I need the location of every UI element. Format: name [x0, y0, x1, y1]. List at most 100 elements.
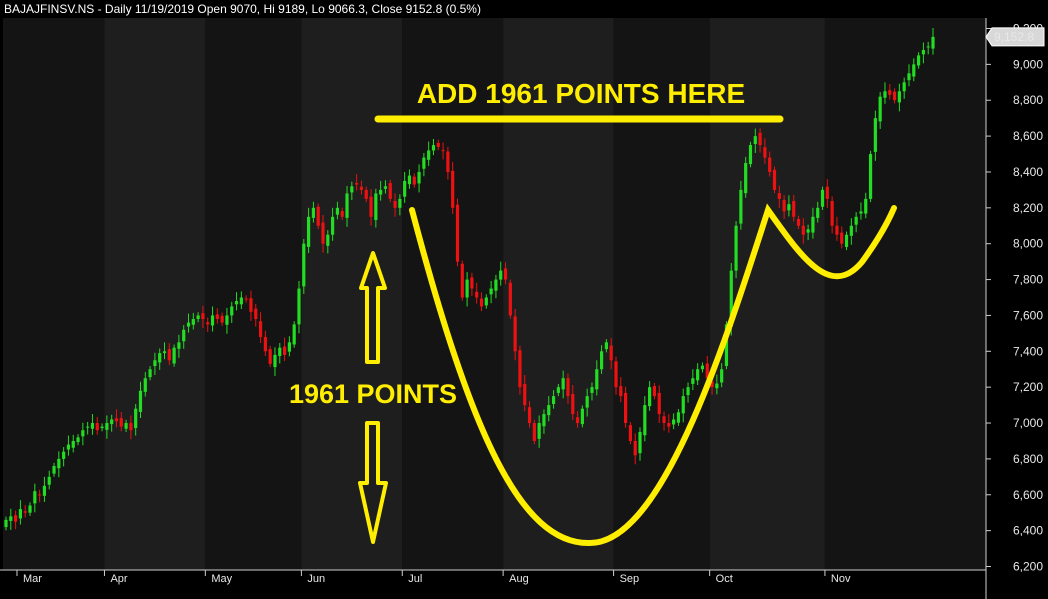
candle-body [628, 425, 633, 441]
candle-body [792, 201, 796, 217]
candle-body [806, 229, 810, 233]
candle-body [494, 279, 498, 291]
candle [374, 188, 378, 228]
candle [355, 174, 359, 191]
candle-body [172, 347, 176, 364]
candle-body [129, 423, 133, 431]
candle [720, 363, 724, 388]
candle-body [393, 201, 397, 208]
candle-body [902, 82, 906, 92]
candle-body [100, 426, 104, 429]
candle-body [499, 270, 503, 280]
candle-body [691, 378, 695, 384]
candle-body [465, 279, 469, 298]
candle [566, 373, 570, 404]
candle-body [331, 216, 335, 235]
candle [763, 138, 767, 164]
candle-body [114, 418, 119, 422]
candle-body [292, 324, 296, 345]
candle-body [912, 64, 916, 77]
candle [849, 218, 853, 245]
candle [460, 260, 464, 301]
candle-body [849, 225, 853, 236]
last-price-label: 9,152.8 [994, 30, 1034, 44]
candle-body [460, 263, 464, 298]
candle [739, 180, 743, 230]
candle-body [234, 301, 239, 305]
candle [652, 382, 657, 400]
price-tick-label: 7,200 [1013, 380, 1043, 394]
candle-body [782, 199, 786, 212]
candle [292, 321, 296, 348]
candle-body [532, 423, 536, 441]
candle [816, 201, 820, 223]
candle [52, 462, 56, 477]
candle [681, 388, 685, 423]
candle [436, 139, 440, 151]
month-band [709, 18, 825, 570]
candle [9, 508, 13, 530]
candle [403, 171, 407, 203]
candle-body [206, 322, 210, 325]
candle [297, 281, 301, 334]
candle [758, 128, 762, 153]
candle-body [278, 347, 282, 356]
candle [523, 374, 527, 412]
candle [921, 42, 925, 64]
candle-body [138, 390, 143, 412]
candle [14, 510, 18, 530]
candle [604, 339, 608, 353]
candle-body [763, 147, 767, 158]
candle [715, 374, 719, 395]
candle [278, 343, 282, 364]
candle-body [758, 132, 762, 146]
candle [503, 262, 508, 285]
candle-body [479, 298, 484, 307]
candle [820, 186, 825, 210]
candle-body [306, 216, 311, 247]
candle [33, 483, 37, 513]
candle [806, 224, 810, 241]
candle [379, 180, 383, 201]
candle-body [9, 516, 13, 521]
candle [859, 202, 863, 220]
candle [100, 423, 104, 432]
price-tick-label: 7,000 [1013, 416, 1043, 430]
candle [422, 152, 426, 177]
candle [47, 470, 51, 490]
candle [931, 27, 935, 55]
candle-body [696, 369, 700, 381]
candle [470, 272, 474, 297]
candle [143, 372, 147, 397]
candle [177, 334, 181, 358]
candle [633, 433, 637, 465]
candle [556, 383, 560, 397]
candle [580, 405, 584, 428]
cup-curve [409, 203, 897, 547]
candle-body [441, 150, 445, 152]
candle-body [542, 414, 546, 427]
month-tick-label: Nov [831, 573, 851, 585]
candle-body [556, 387, 560, 393]
candle-body [186, 322, 191, 327]
candle [777, 185, 781, 208]
candle-body [916, 55, 921, 66]
candle-body [14, 515, 18, 522]
candle-body [143, 378, 147, 392]
candle-body [417, 171, 421, 184]
candle [206, 317, 210, 332]
candle-body [710, 381, 714, 388]
candle [744, 156, 748, 198]
candle-body [254, 308, 258, 320]
candle [835, 216, 839, 241]
candle [340, 207, 344, 221]
candle [768, 151, 772, 177]
candle [359, 180, 364, 195]
candle [614, 356, 618, 395]
candle-body [95, 423, 99, 431]
candle [465, 272, 469, 307]
price-tick-label: 6,200 [1013, 560, 1043, 574]
price-tick-label: 7,400 [1013, 344, 1043, 358]
candle-body [729, 270, 733, 327]
candle [153, 352, 157, 375]
